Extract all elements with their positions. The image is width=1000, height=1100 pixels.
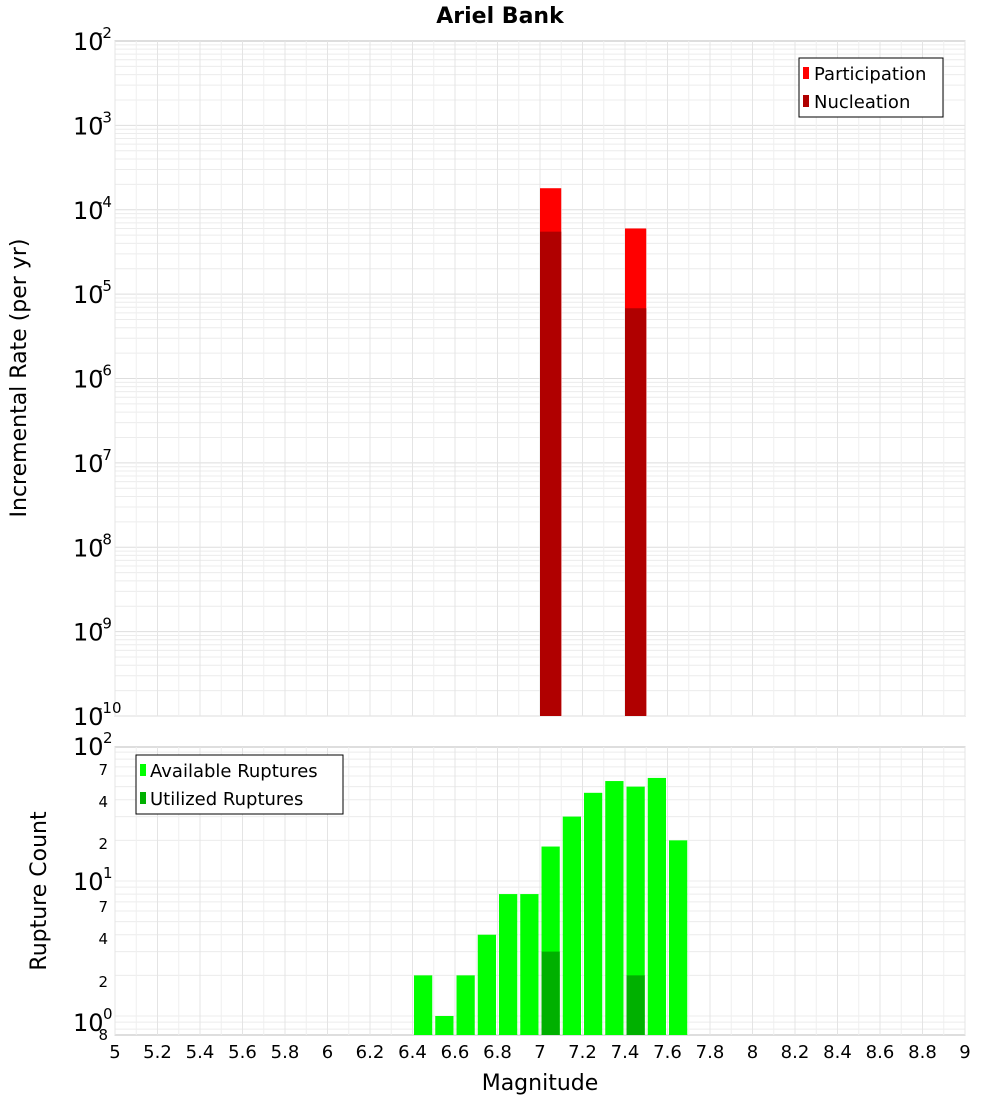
- legend-label-available: Available Ruptures: [150, 761, 318, 782]
- y-tick-label: 10: [73, 534, 104, 562]
- x-tick-label: 5.4: [186, 1042, 215, 1063]
- x-tick-label: 8.8: [908, 1042, 937, 1063]
- bottom-bars: [414, 777, 688, 1035]
- top-panel: 10-210-310-410-510-610-710-810-910-10 In…: [7, 24, 966, 731]
- x-tick-label: 6.2: [356, 1042, 385, 1063]
- y-tick-exponent: 2: [103, 729, 113, 747]
- y-tick-label: 10: [73, 733, 104, 761]
- bar-utilized-ruptures: [626, 975, 645, 1035]
- y-tick-label: 10: [73, 703, 104, 731]
- y-tick-exponent: -4: [97, 193, 112, 211]
- top-bars: [540, 188, 647, 717]
- bar-available-ruptures: [605, 781, 624, 1035]
- bar-utilized-ruptures: [541, 951, 560, 1035]
- legend-swatch-participation: [803, 67, 809, 79]
- bar-available-ruptures: [626, 786, 645, 1035]
- y-tick-label: 10: [73, 619, 104, 647]
- y-tick-label: 10: [73, 1009, 104, 1037]
- bar-nucleation: [625, 308, 647, 716]
- x-tick-label: 6.4: [398, 1042, 427, 1063]
- y-tick-exponent: -3: [97, 108, 112, 126]
- y-tick-label: 10: [73, 868, 104, 896]
- bar-available-ruptures: [435, 1016, 454, 1035]
- bar-nucleation: [540, 231, 562, 716]
- bar-available-ruptures: [669, 840, 688, 1035]
- legend-swatch-nucleation: [803, 95, 809, 107]
- bar-available-ruptures: [562, 816, 581, 1035]
- x-tick-label: 7.2: [568, 1042, 597, 1063]
- bar-available-ruptures: [477, 934, 496, 1035]
- x-tick-label: 7.4: [611, 1042, 640, 1063]
- top-y-axis-label: Incremental Rate (per yr): [7, 239, 32, 518]
- y-minor-tick-label: 2: [98, 835, 108, 853]
- legend-label-participation: Participation: [814, 64, 926, 85]
- x-tick-label: 7.8: [696, 1042, 725, 1063]
- y-minor-tick-label: 2: [98, 973, 108, 991]
- bottom-y-axis-label: Rupture Count: [27, 811, 52, 971]
- y-tick-exponent: -9: [97, 615, 112, 633]
- bar-available-ruptures: [647, 777, 666, 1035]
- y-minor-tick-label: 4: [98, 793, 108, 811]
- x-tick-label: 7.6: [653, 1042, 682, 1063]
- legend-label-nucleation: Nucleation: [814, 92, 910, 113]
- y-tick-exponent: 1: [103, 864, 113, 882]
- y-tick-exponent: 0: [103, 1005, 113, 1023]
- x-tick-label: 5.8: [271, 1042, 300, 1063]
- top-legend: Participation Nucleation: [798, 57, 944, 118]
- y-minor-tick-label: 4: [98, 930, 108, 948]
- x-tick-label: 9: [959, 1042, 970, 1063]
- bottom-legend: Available Ruptures Utilized Ruptures: [135, 754, 344, 815]
- y-tick-label: 10: [73, 281, 104, 309]
- y-minor-tick-label: 8: [98, 1026, 108, 1044]
- y-tick-exponent: -7: [97, 446, 112, 464]
- bar-available-ruptures: [414, 975, 433, 1035]
- legend-swatch-available: [140, 764, 146, 776]
- x-tick-label: 6.8: [483, 1042, 512, 1063]
- y-tick-label: 10: [73, 28, 104, 56]
- bar-available-ruptures: [456, 975, 475, 1035]
- x-tick-label: 5.6: [228, 1042, 257, 1063]
- legend-label-utilized: Utilized Ruptures: [150, 789, 303, 810]
- top-legend-box: [798, 57, 944, 118]
- y-minor-tick-label: 7: [98, 761, 108, 779]
- x-tick-label: 8.6: [866, 1042, 895, 1063]
- x-tick-label: 8.2: [781, 1042, 810, 1063]
- bar-available-ruptures: [499, 894, 518, 1035]
- x-tick-label: 7: [534, 1042, 545, 1063]
- x-tick-label: 5.2: [143, 1042, 172, 1063]
- y-tick-label: 10: [73, 112, 104, 140]
- bar-available-ruptures: [520, 894, 539, 1035]
- y-tick-exponent: -10: [97, 699, 122, 717]
- chart-title: Ariel Bank: [436, 4, 565, 29]
- y-tick-exponent: -6: [97, 362, 112, 380]
- x-axis-label: Magnitude: [482, 1071, 599, 1096]
- y-tick-exponent: -8: [97, 530, 112, 548]
- y-tick-label: 10: [73, 366, 104, 394]
- bottom-legend-box: [135, 754, 344, 815]
- y-tick-exponent: -2: [97, 24, 112, 42]
- legend-swatch-utilized: [140, 792, 146, 804]
- y-tick-exponent: -5: [97, 277, 112, 295]
- x-tick-label: 6: [322, 1042, 333, 1063]
- bar-available-ruptures: [584, 792, 603, 1035]
- x-tick-label: 8: [747, 1042, 758, 1063]
- top-y-ticks: 10-210-310-410-510-610-710-810-910-10: [73, 24, 122, 731]
- x-tick-label: 8.4: [823, 1042, 852, 1063]
- y-tick-label: 10: [73, 450, 104, 478]
- y-minor-tick-label: 7: [98, 898, 108, 916]
- x-tick-label: 6.6: [441, 1042, 470, 1063]
- y-tick-label: 10: [73, 197, 104, 225]
- x-ticks: 5 5.2 5.4 5.6 5.8 6 6.2 6.4 6.6 6.8 7 7.2 7.4 7.6 7.8 8…: [109, 1042, 970, 1063]
- x-tick-label: 5: [109, 1042, 120, 1063]
